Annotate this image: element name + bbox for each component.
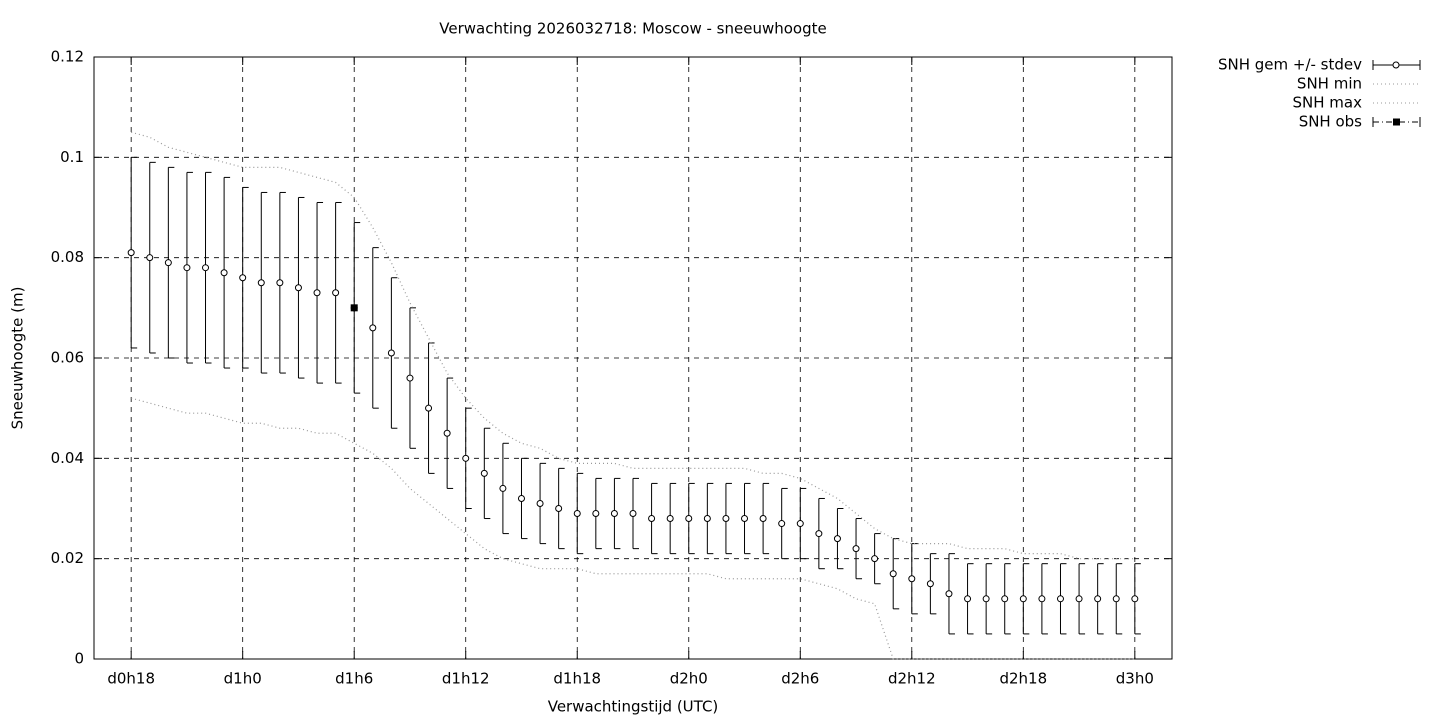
mean-point <box>1131 595 1139 603</box>
mean-point <box>889 570 897 578</box>
legend-label: SNH max <box>1293 94 1363 112</box>
mean-point <box>1056 595 1064 603</box>
x-tick-label: d1h12 <box>442 670 490 688</box>
mean-point <box>369 324 377 332</box>
mean-point <box>778 520 786 528</box>
mean-point <box>759 515 767 523</box>
mean-point <box>982 595 990 603</box>
legend-swatch <box>1393 118 1400 126</box>
mean-point <box>202 264 210 272</box>
mean-point <box>629 510 637 518</box>
legend-label: SNH gem +/- stdev <box>1218 56 1362 74</box>
mean-point <box>871 555 879 563</box>
y-tick-label: 0.12 <box>51 48 84 66</box>
mean-point <box>648 515 656 523</box>
mean-point <box>462 454 470 462</box>
mean-point <box>666 515 674 523</box>
mean-point <box>926 580 934 588</box>
mean-point <box>964 595 972 603</box>
x-tick-label: d3h0 <box>1116 670 1154 688</box>
mean-point <box>908 575 916 583</box>
x-axis-label: Verwachtingstijd (UTC) <box>548 698 719 716</box>
legend-label: SNH obs <box>1299 113 1362 131</box>
mean-point <box>796 520 804 528</box>
mean-point <box>1001 595 1009 603</box>
legend-swatch <box>1392 61 1400 69</box>
mean-point <box>313 289 321 297</box>
mean-point <box>1019 595 1027 603</box>
mean-point <box>406 374 414 382</box>
mean-point <box>443 429 451 437</box>
chart-title: Verwachting 2026032718: Moscow - sneeuwh… <box>439 20 826 38</box>
mean-point <box>294 284 302 292</box>
x-tick-label: d1h0 <box>224 670 262 688</box>
mean-point <box>164 259 172 267</box>
obs-point <box>350 304 358 312</box>
legend-label: SNH min <box>1297 75 1362 93</box>
mean-point <box>1075 595 1083 603</box>
mean-point <box>1112 595 1120 603</box>
y-axis-label: Sneeuwhoogte (m) <box>9 287 27 430</box>
mean-point <box>387 349 395 357</box>
mean-point <box>685 515 693 523</box>
y-tick-label: 0.1 <box>60 148 84 166</box>
y-tick-label: 0.04 <box>51 449 84 467</box>
x-tick-label: d2h0 <box>670 670 708 688</box>
mean-point <box>703 515 711 523</box>
mean-point <box>573 510 581 518</box>
mean-point <box>815 530 823 538</box>
x-tick-label: d0h18 <box>107 670 155 688</box>
x-tick-label: d1h18 <box>553 670 601 688</box>
mean-point <box>239 274 247 282</box>
x-tick-label: d2h12 <box>888 670 936 688</box>
mean-point <box>499 484 507 492</box>
mean-point <box>610 510 618 518</box>
y-tick-label: 0.08 <box>51 248 84 266</box>
mean-point <box>852 545 860 553</box>
mean-point <box>945 590 953 598</box>
mean-point <box>722 515 730 523</box>
mean-point <box>425 404 433 412</box>
mean-point <box>332 289 340 297</box>
mean-point <box>183 264 191 272</box>
x-tick-label: d2h18 <box>999 670 1047 688</box>
mean-point <box>220 269 228 277</box>
mean-point <box>555 505 563 512</box>
mean-point <box>536 499 544 507</box>
mean-point <box>480 469 488 477</box>
mean-point <box>833 535 841 543</box>
mean-point <box>127 249 135 257</box>
mean-point <box>276 279 284 287</box>
mean-point <box>146 254 154 262</box>
mean-point <box>517 494 525 502</box>
mean-point <box>1038 595 1046 603</box>
mean-point <box>257 279 265 287</box>
x-tick-label: d1h6 <box>335 670 373 688</box>
mean-point <box>592 510 600 518</box>
plot-frame <box>93 56 1173 660</box>
y-tick-label: 0 <box>74 650 84 668</box>
y-tick-label: 0.02 <box>51 549 84 567</box>
x-tick-label: d2h6 <box>781 670 819 688</box>
mean-point <box>741 515 749 523</box>
y-tick-label: 0.06 <box>51 349 84 367</box>
mean-point <box>1094 595 1102 603</box>
